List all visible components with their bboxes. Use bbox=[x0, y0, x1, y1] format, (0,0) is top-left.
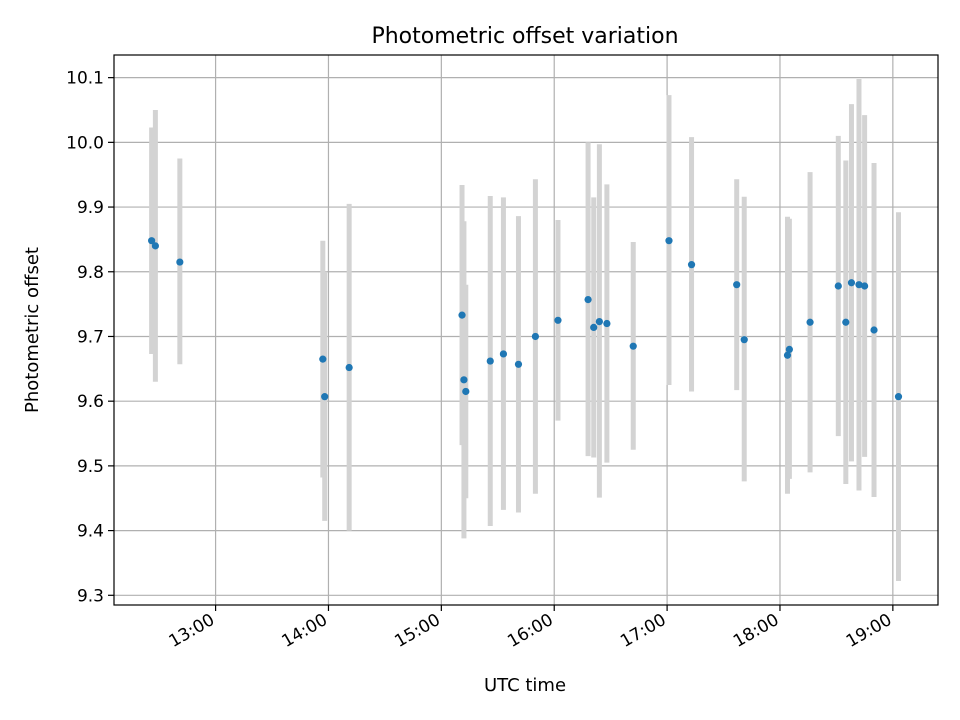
data-point bbox=[861, 282, 869, 290]
plot-frame bbox=[113, 54, 939, 606]
data-point bbox=[834, 282, 842, 290]
y-tick-label: 9.9 bbox=[77, 198, 104, 218]
data-point bbox=[595, 317, 603, 326]
data-point bbox=[603, 319, 611, 328]
data-point bbox=[486, 357, 494, 365]
data-point bbox=[176, 258, 184, 266]
y-tick-label: 9.5 bbox=[77, 457, 104, 477]
y-axis-ticks: 9.3 9.4 9.5 9.6 9.7 9.8 9.9 10.0 10.1 bbox=[66, 69, 114, 606]
data-point bbox=[319, 355, 327, 363]
data-point bbox=[785, 345, 793, 354]
data-point bbox=[733, 281, 741, 289]
y-tick-label: 9.8 bbox=[77, 263, 104, 283]
data-point bbox=[499, 350, 508, 358]
data-points bbox=[148, 237, 903, 401]
data-point bbox=[629, 342, 637, 350]
data-point bbox=[148, 237, 156, 245]
y-tick-label: 9.4 bbox=[77, 522, 104, 542]
data-point bbox=[590, 323, 598, 332]
data-point bbox=[531, 332, 540, 341]
data-point bbox=[460, 376, 468, 384]
y-tick-label: 9.6 bbox=[77, 392, 104, 412]
data-point bbox=[584, 295, 592, 304]
data-point bbox=[842, 318, 850, 326]
data-point bbox=[665, 237, 673, 245]
data-point bbox=[458, 311, 466, 319]
data-point bbox=[321, 393, 329, 401]
data-point bbox=[806, 318, 814, 326]
y-tick-label: 10.1 bbox=[66, 69, 104, 89]
chart-title: Photometric offset variation bbox=[371, 24, 678, 49]
y-axis-title: Photometric offset bbox=[22, 247, 43, 413]
data-point bbox=[847, 279, 856, 287]
data-point bbox=[870, 326, 878, 334]
y-tick-label: 9.3 bbox=[77, 586, 104, 606]
data-point bbox=[740, 336, 748, 344]
y-tick-label: 10.0 bbox=[66, 133, 104, 153]
y-tick-label: 9.7 bbox=[77, 327, 104, 347]
x-axis-title: UTC time bbox=[484, 675, 566, 696]
data-point bbox=[345, 363, 353, 372]
data-point bbox=[462, 387, 470, 396]
data-point bbox=[554, 316, 562, 324]
data-point bbox=[894, 393, 903, 401]
data-point bbox=[783, 351, 792, 359]
data-point bbox=[514, 360, 523, 368]
data-point bbox=[151, 242, 159, 250]
data-point bbox=[855, 281, 863, 289]
data-point bbox=[687, 261, 696, 269]
